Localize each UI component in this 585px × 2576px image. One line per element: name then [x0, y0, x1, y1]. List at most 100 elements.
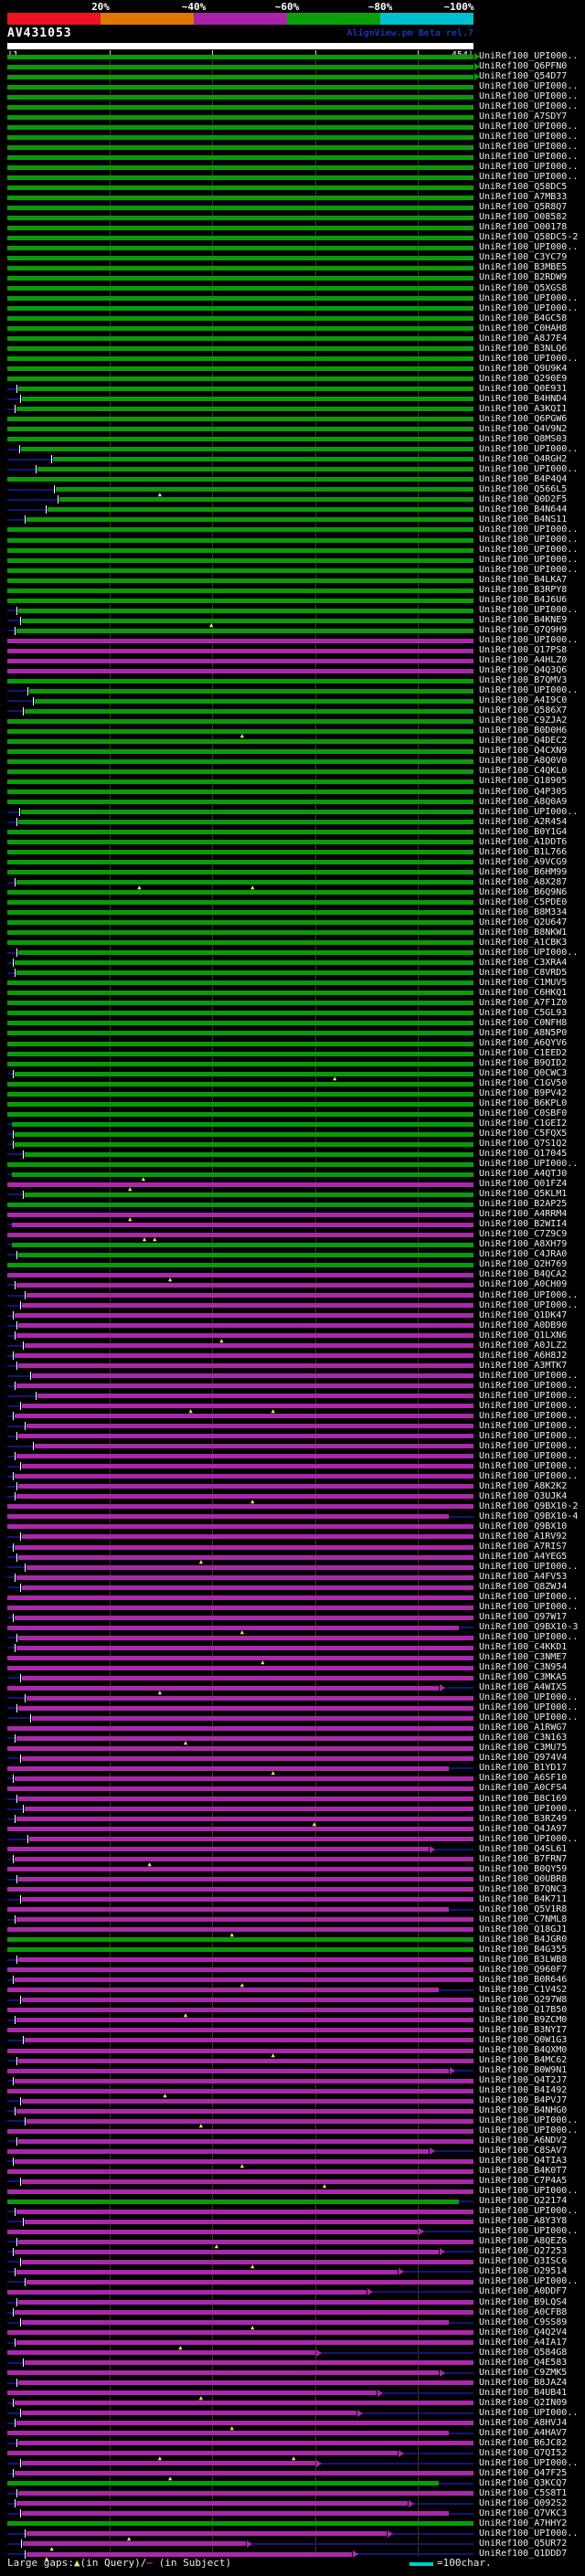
- hit-label[interactable]: UniRef100_B9QID2: [479, 1058, 568, 1068]
- hit-bar[interactable]: [59, 497, 473, 503]
- hit-bar[interactable]: [18, 1434, 473, 1439]
- hit-bar[interactable]: [7, 547, 473, 553]
- hit-bar[interactable]: [21, 1675, 473, 1680]
- hit-label[interactable]: UniRef100_UPI000..: [479, 1833, 579, 1844]
- hit-bar[interactable]: [7, 830, 473, 834]
- hit-label[interactable]: UniRef100_UPI000..: [479, 2125, 579, 2136]
- hit-bar[interactable]: [7, 738, 473, 744]
- hit-bar[interactable]: [7, 235, 473, 240]
- hit-label[interactable]: UniRef100_Q7VKC3: [479, 2507, 568, 2518]
- hit-bar[interactable]: [7, 1182, 473, 1187]
- hit-bar[interactable]: [7, 940, 473, 946]
- hit-label[interactable]: UniRef100_UPI000..: [479, 1400, 579, 1411]
- hit-bar[interactable]: [16, 1735, 473, 1741]
- hit-label[interactable]: UniRef100_UPI000..: [479, 302, 579, 313]
- hit-label[interactable]: UniRef100_Q4V9N2: [479, 423, 568, 434]
- hit-label[interactable]: UniRef100_Q18GJ1: [479, 1924, 568, 1935]
- hit-label[interactable]: UniRef100_UPI000..: [479, 152, 579, 163]
- hit-label[interactable]: UniRef100_Q4TIA3: [479, 2156, 568, 2167]
- hit-label[interactable]: UniRef100_B4QCA2: [479, 1269, 568, 1280]
- hit-label[interactable]: UniRef100_Q18905: [479, 776, 568, 787]
- hit-label[interactable]: UniRef100_UPI000..: [479, 353, 579, 364]
- hit-bar[interactable]: [27, 1564, 473, 1570]
- hit-bar[interactable]: [7, 2199, 460, 2204]
- hit-bar[interactable]: [7, 114, 473, 120]
- hit-label[interactable]: UniRef100_C7NML8: [479, 1913, 568, 1924]
- hit-label[interactable]: UniRef100_A4FV53: [479, 1572, 568, 1582]
- hit-label[interactable]: UniRef100_B4I492: [479, 2085, 568, 2095]
- hit-label[interactable]: UniRef100_A0CH09: [479, 1279, 568, 1290]
- hit-bar[interactable]: [7, 427, 473, 432]
- hit-label[interactable]: UniRef100_UPI000..: [479, 1159, 579, 1170]
- hit-bar[interactable]: [7, 1041, 473, 1046]
- hit-label[interactable]: UniRef100_B3RZ49: [479, 1813, 568, 1824]
- hit-bar[interactable]: [7, 417, 473, 422]
- hit-label[interactable]: UniRef100_A6SF10: [479, 1773, 568, 1784]
- hit-bar[interactable]: [35, 1444, 473, 1449]
- hit-label[interactable]: UniRef100_A3KQI1: [479, 403, 568, 414]
- hit-bar[interactable]: [7, 758, 473, 764]
- hit-label[interactable]: UniRef100_UPI000..: [479, 565, 579, 575]
- hit-bar[interactable]: [7, 104, 473, 110]
- hit-label[interactable]: UniRef100_UPI000..: [479, 1460, 579, 1471]
- hit-bar[interactable]: [7, 728, 473, 734]
- hit-label[interactable]: UniRef100_C8VRD5: [479, 967, 568, 978]
- hit-bar[interactable]: [7, 2431, 449, 2436]
- hit-bar[interactable]: [7, 748, 473, 754]
- hit-bar[interactable]: [14, 1544, 473, 1550]
- hit-bar[interactable]: [7, 527, 473, 533]
- hit-label[interactable]: UniRef100_B4UB41: [479, 2387, 568, 2398]
- hit-label[interactable]: UniRef100_C8SAV7: [479, 2146, 568, 2157]
- hit-label[interactable]: UniRef100_Q566L5: [479, 483, 568, 494]
- hit-bar[interactable]: [28, 688, 473, 694]
- hit-bar[interactable]: [14, 1353, 473, 1359]
- hit-label[interactable]: UniRef100_B0R646: [479, 1974, 568, 1985]
- hit-label[interactable]: UniRef100_Q974V4: [479, 1753, 568, 1764]
- hit-bar[interactable]: [7, 2128, 473, 2134]
- hit-label[interactable]: UniRef100_Q8MS03: [479, 433, 568, 444]
- hit-bar[interactable]: [16, 2269, 398, 2274]
- hit-label[interactable]: UniRef100_Q17PS8: [479, 645, 568, 656]
- hit-label[interactable]: UniRef100_UPI000..: [479, 2226, 579, 2237]
- hit-bar[interactable]: [7, 2390, 378, 2396]
- hit-bar[interactable]: [18, 2491, 473, 2496]
- hit-bar[interactable]: [18, 1252, 473, 1257]
- hit-label[interactable]: UniRef100_B6Q9N6: [479, 886, 568, 897]
- hit-bar[interactable]: [7, 94, 473, 100]
- hit-bar[interactable]: [7, 1504, 473, 1510]
- hit-bar[interactable]: [16, 2209, 473, 2214]
- hit-label[interactable]: UniRef100_UPI000..: [479, 545, 579, 555]
- hit-bar[interactable]: [7, 1061, 473, 1066]
- hit-bar[interactable]: [32, 1715, 473, 1721]
- hit-label[interactable]: UniRef100_UPI000..: [479, 81, 579, 92]
- hit-bar[interactable]: [18, 2239, 473, 2244]
- hit-bar[interactable]: [7, 1081, 473, 1087]
- hit-label[interactable]: UniRef100_C1MUV5: [479, 977, 568, 988]
- hit-label[interactable]: UniRef100_B6HM99: [479, 866, 568, 877]
- hit-label[interactable]: UniRef100_UPI000..: [479, 122, 579, 133]
- hit-label[interactable]: UniRef100_UPI000..: [479, 2457, 579, 2468]
- hit-label[interactable]: UniRef100_C1V4S2: [479, 1984, 568, 1995]
- hit-bar[interactable]: [7, 718, 473, 724]
- hit-bar[interactable]: [7, 1988, 439, 1993]
- hit-bar[interactable]: [16, 628, 473, 633]
- hit-label[interactable]: UniRef100_A4QTJ0: [479, 1169, 568, 1180]
- hit-label[interactable]: UniRef100_Q0UBR8: [479, 1873, 568, 1884]
- hit-label[interactable]: UniRef100_Q6PFN0: [479, 61, 568, 71]
- hit-label[interactable]: UniRef100_A9VCG9: [479, 856, 568, 867]
- hit-bar[interactable]: [25, 1807, 473, 1811]
- hit-label[interactable]: UniRef100_A1RV92: [479, 1531, 568, 1542]
- hit-bar[interactable]: [7, 850, 473, 855]
- hit-label[interactable]: UniRef100_Q4P305: [479, 786, 568, 797]
- hit-label[interactable]: UniRef100_UPI000..: [479, 91, 579, 102]
- hit-label[interactable]: UniRef100_Q092S2: [479, 2497, 568, 2508]
- hit-bar[interactable]: [7, 124, 473, 130]
- hit-bar[interactable]: [16, 1574, 473, 1580]
- hit-label[interactable]: UniRef100_C4KKD1: [479, 1642, 568, 1653]
- hit-bar[interactable]: [7, 366, 473, 372]
- hit-bar[interactable]: [7, 1665, 473, 1670]
- hit-label[interactable]: UniRef100_B3RPY8: [479, 585, 568, 596]
- hit-label[interactable]: UniRef100_Q58DC5-2: [479, 232, 579, 243]
- hit-label[interactable]: UniRef100_B0Y1G4: [479, 826, 568, 837]
- hit-bar[interactable]: [7, 2521, 473, 2527]
